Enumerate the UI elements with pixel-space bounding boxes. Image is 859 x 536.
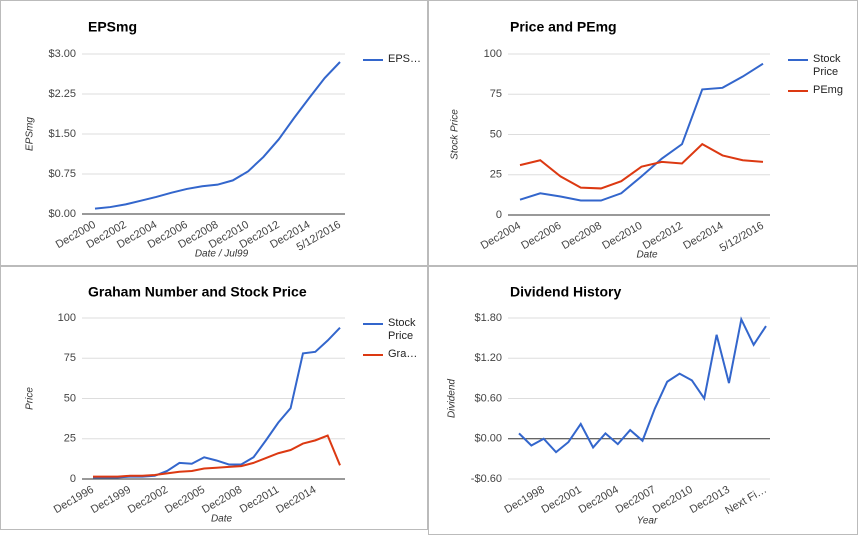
x-tick-label: 5/12/2016	[718, 220, 766, 255]
panel	[0, 0, 428, 266]
chart-title: Dividend History	[510, 284, 621, 300]
x-tick-label: Dec2002	[126, 484, 170, 516]
x-tick-label: Dec2004	[479, 220, 523, 252]
x-tick-label: Dec2010	[651, 484, 695, 516]
series-line	[519, 62, 764, 202]
y-tick-label: 50	[64, 392, 76, 404]
y-tick-label: 25	[64, 433, 76, 445]
x-tick-label: Dec2001	[540, 484, 584, 516]
chart-title: Price and PEmg	[510, 19, 617, 35]
y-tick-label: 25	[490, 169, 502, 181]
y-tick-label: 100	[484, 48, 502, 60]
y-tick-label: 0	[496, 209, 502, 221]
panel	[428, 266, 858, 535]
series-line	[93, 434, 341, 478]
x-tick-label: Dec1999	[89, 484, 133, 516]
y-tick-label: $0.00	[48, 208, 76, 220]
x-tick-label: Dec2007	[614, 484, 658, 516]
x-tick-label: Dec2005	[163, 484, 207, 516]
y-tick-label: 100	[58, 312, 76, 324]
y-tick-label: 0	[70, 473, 76, 485]
series-line	[94, 61, 341, 210]
x-tick-label: Dec2008	[560, 220, 604, 252]
x-tick-label: Dec2006	[519, 220, 563, 252]
panel	[428, 0, 858, 266]
y-tick-label: $0.00	[474, 433, 502, 445]
x-tick-label: Dec2012	[641, 220, 685, 252]
y-tick-label: $1.20	[474, 352, 502, 364]
y-tick-label: $0.75	[48, 168, 76, 180]
series-line	[519, 142, 764, 190]
x-tick-label: Dec2014	[274, 484, 318, 516]
y-tick-label: 75	[490, 88, 502, 100]
y-tick-label: $1.50	[48, 128, 76, 140]
y-tick-label: 75	[64, 352, 76, 364]
y-tick-label: $1.80	[474, 312, 502, 324]
series-line	[93, 326, 341, 479]
legend-label: Stock Price	[813, 53, 841, 78]
legend-label: PEmg	[813, 84, 843, 96]
y-axis-title: EPSmg	[25, 117, 36, 151]
y-tick-label: $0.60	[474, 392, 502, 404]
y-axis-title: Stock Price	[450, 109, 461, 160]
x-tick-label: Dec1996	[52, 484, 96, 516]
y-axis-title: Dividend	[447, 379, 458, 418]
chart-title: Graham Number and Stock Price	[88, 284, 307, 300]
x-tick-label: Dec2008	[200, 484, 244, 516]
series-line	[518, 316, 767, 454]
y-tick-label: -$0.60	[471, 473, 502, 485]
x-tick-label: Dec2011	[238, 484, 281, 516]
x-tick-label: Dec1998	[503, 484, 547, 516]
x-axis-title: Date	[636, 250, 658, 261]
y-axis-title: Price	[25, 387, 36, 410]
legend-label: Gra…	[388, 348, 418, 360]
x-axis-title: Year	[637, 516, 658, 527]
chart-title: EPSmg	[88, 19, 137, 35]
x-tick-label: Next Fi…	[723, 484, 769, 517]
x-tick-label: Dec2010	[600, 220, 644, 252]
panel	[0, 266, 428, 530]
y-tick-label: $2.25	[48, 88, 76, 100]
y-tick-label: $3.00	[48, 48, 76, 60]
x-tick-label: Dec2004	[577, 484, 621, 516]
x-axis-title: Date / Jul99	[195, 249, 249, 260]
y-tick-label: 50	[490, 128, 502, 140]
legend-label: Stock Price	[388, 317, 416, 342]
x-axis-title: Date	[211, 514, 233, 525]
legend-label: EPS…	[388, 53, 422, 65]
